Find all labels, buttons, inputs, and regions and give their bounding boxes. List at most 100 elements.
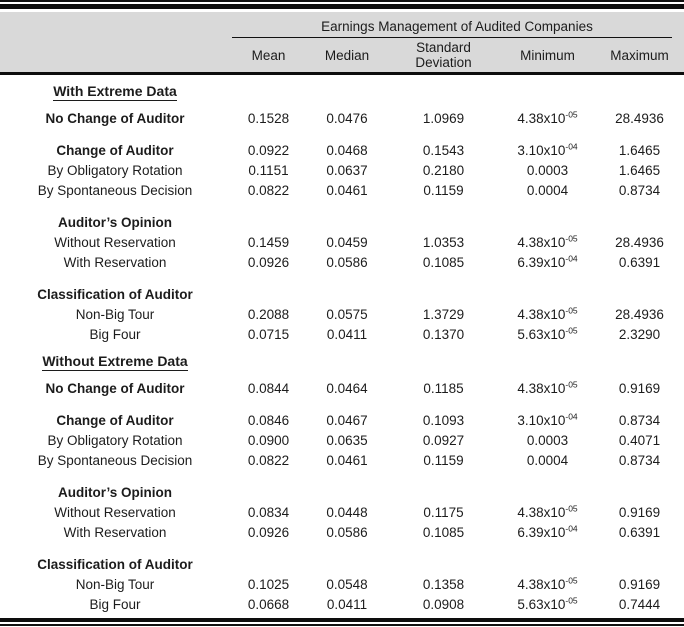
cell-minimum: 0.0004 [500, 181, 595, 201]
cell-sd: 1.3729 [422, 307, 465, 322]
cell-maximum: 28.4936 [615, 235, 664, 250]
row-group: No Change of Auditor 0.0844 0.0464 0.1185 4.… [0, 379, 684, 399]
row-label: By Obligatory Rotation [47, 163, 183, 178]
table-body: With Extreme Data No Change of Auditor 0.1… [0, 81, 684, 615]
cell-sd: 0.0927 [422, 433, 465, 448]
cell-mean: 0.0668 [247, 597, 290, 612]
cell-sd: 0.1543 [422, 143, 465, 158]
row-label: Classification of Auditor [37, 557, 193, 572]
min-base: 4.38x10 [517, 235, 566, 250]
cell-minimum: 0.0004 [500, 451, 595, 471]
cell-minimum [500, 285, 595, 305]
top-thin-rule [0, 0, 684, 2]
cell-minimum: 4.38x10-05 [500, 305, 595, 325]
cell-minimum: 0.0003 [500, 161, 595, 181]
cell-minimum: 6.39x10-04 [500, 523, 595, 543]
cell-minimum: 4.38x10-05 [500, 379, 595, 399]
top-thick-rule [0, 4, 684, 9]
table-row: By Obligatory Rotation 0.1151 0.0637 0.2180… [0, 161, 684, 181]
min-exponent: -04 [565, 141, 578, 152]
cell-sd: 1.0969 [422, 111, 465, 126]
column-header-median: Median [324, 47, 370, 63]
table-row: No Change of Auditor 0.1528 0.0476 1.0969 4.… [0, 109, 684, 129]
cell-minimum: 5.63x10-05 [500, 325, 595, 345]
cell-median: 0.0637 [326, 163, 368, 178]
min-base: 0.0004 [526, 453, 569, 468]
cell-mean: 0.1459 [247, 235, 290, 250]
cell-median: 0.0575 [326, 307, 368, 322]
cell-median: 0.0461 [326, 183, 368, 198]
min-base: 6.39x10 [517, 525, 566, 540]
row-label: By Spontaneous Decision [37, 183, 193, 198]
min-base: 4.38x10 [517, 111, 566, 126]
table-row: By Spontaneous Decision 0.0822 0.0461 0.115… [0, 451, 684, 471]
cell-minimum: 3.10x10-04 [500, 411, 595, 431]
cell-sd: 0.0908 [422, 597, 465, 612]
min-base: 5.63x10 [517, 327, 566, 342]
cell-mean: 0.1151 [248, 163, 289, 178]
cell-mean: 0.2088 [247, 307, 290, 322]
min-exponent: -05 [565, 575, 578, 586]
cell-median: 0.0459 [326, 235, 368, 250]
cell-mean: 0.1528 [247, 111, 290, 126]
cell-mean: 0.0715 [247, 327, 290, 342]
cell-mean: 0.0834 [247, 505, 290, 520]
cell-maximum [595, 213, 684, 233]
min-base: 6.39x10 [517, 255, 566, 270]
min-base: 4.38x10 [517, 381, 566, 396]
cell-maximum: 0.7444 [618, 597, 661, 612]
row-group: No Change of Auditor 0.1528 0.0476 1.0969 4.… [0, 109, 684, 129]
row-label: No Change of Auditor [45, 111, 185, 126]
cell-sd: 0.1093 [422, 413, 465, 428]
column-header-mean: Mean [251, 47, 286, 63]
cell-minimum: 4.38x10-05 [500, 503, 595, 523]
section-heading-label: With Extreme Data [53, 83, 177, 101]
subheading-row: Classification of Auditor [0, 285, 684, 305]
table-row: By Obligatory Rotation 0.0900 0.0635 0.0927… [0, 431, 684, 451]
row-label: Change of Auditor [56, 143, 174, 158]
cell-minimum: 0.0003 [500, 431, 595, 451]
row-label: Non-Big Tour [75, 577, 155, 592]
min-base: 4.38x10 [517, 307, 566, 322]
cell-mean: 0.0926 [247, 525, 290, 540]
cell-median: 0.0411 [326, 327, 368, 342]
row-label: By Spontaneous Decision [37, 453, 193, 468]
table-row: Non-Big Tour 0.1025 0.0548 0.1358 4.38x10-05… [0, 575, 684, 595]
cell-maximum [595, 483, 684, 503]
cell-median [307, 483, 387, 503]
row-label: Big Four [89, 597, 141, 612]
row-group: Auditor’s Opinion Without Reservation 0.08… [0, 483, 684, 543]
cell-maximum: 0.4071 [618, 433, 661, 448]
cell-maximum: 1.6465 [618, 163, 661, 178]
cell-maximum [595, 555, 684, 575]
cell-minimum [500, 483, 595, 503]
cell-sd [387, 285, 500, 305]
cell-sd: 0.1085 [422, 525, 465, 540]
table-row: Without Reservation 0.1459 0.0459 1.0353 4.3… [0, 233, 684, 253]
cell-mean: 0.0926 [247, 255, 290, 270]
table-row: Non-Big Tour 0.2088 0.0575 1.3729 4.38x10-05… [0, 305, 684, 325]
cell-mean [230, 555, 307, 575]
row-label: With Reservation [63, 525, 167, 540]
cell-minimum: 4.38x10-05 [500, 233, 595, 253]
cell-sd: 0.1159 [423, 453, 464, 468]
table-row: With Reservation 0.0926 0.0586 0.1085 6.39x1… [0, 523, 684, 543]
row-label: Classification of Auditor [37, 287, 193, 302]
row-label: By Obligatory Rotation [47, 433, 183, 448]
cell-mean: 0.0900 [247, 433, 290, 448]
cell-mean [230, 213, 307, 233]
cell-mean: 0.0844 [247, 381, 290, 396]
table-row: No Change of Auditor 0.0844 0.0464 0.1185 4.… [0, 379, 684, 399]
cell-minimum: 4.38x10-05 [500, 109, 595, 129]
min-base: 3.10x10 [517, 143, 566, 158]
cell-median: 0.0461 [326, 453, 368, 468]
min-exponent: -05 [565, 325, 578, 336]
cell-maximum: 28.4936 [615, 307, 664, 322]
cell-sd: 0.1370 [422, 327, 465, 342]
cell-mean [230, 483, 307, 503]
cell-maximum: 0.9169 [618, 381, 661, 396]
min-base: 5.63x10 [517, 597, 566, 612]
min-base: 0.0003 [526, 163, 569, 178]
cell-sd: 0.1358 [422, 577, 465, 592]
subheading-row: Auditor’s Opinion [0, 213, 684, 233]
